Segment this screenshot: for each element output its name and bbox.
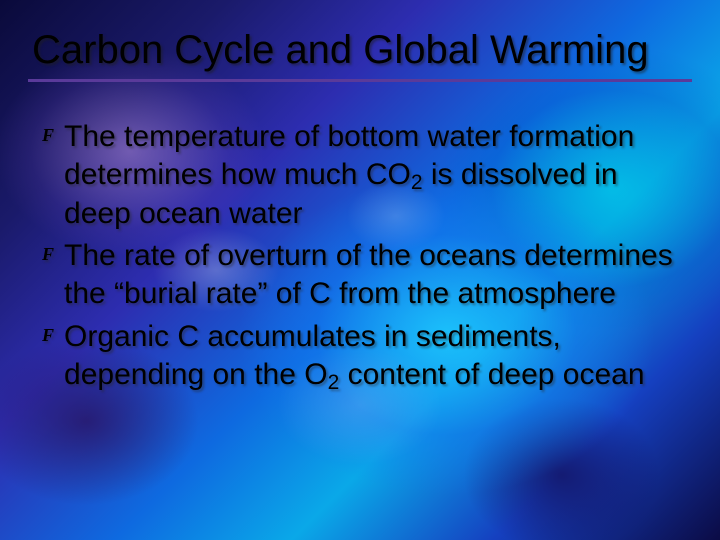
- bullet-marker: F: [42, 124, 54, 147]
- bullet-text: The rate of overturn of the oceans deter…: [64, 237, 692, 314]
- bullet-item: F The temperature of bottom water formati…: [42, 118, 692, 233]
- bullet-text: The temperature of bottom water formatio…: [64, 118, 692, 233]
- slide-container: Carbon Cycle and Global Warming F The tem…: [0, 0, 720, 540]
- bullet-item: F Organic C accumulates in sediments, dep…: [42, 318, 692, 395]
- bullet-marker: F: [42, 243, 54, 266]
- bullet-text-post: content of deep ocean: [339, 358, 644, 391]
- bullet-text-pre: The rate of overturn of the oceans deter…: [64, 239, 673, 310]
- title-underline: Carbon Cycle and Global Warming: [28, 28, 692, 82]
- bullet-text: Organic C accumulates in sediments, depe…: [64, 318, 692, 395]
- bullet-marker: F: [42, 324, 54, 347]
- bullet-text-subscript: 2: [411, 171, 423, 194]
- slide-body: F The temperature of bottom water formati…: [28, 118, 692, 395]
- bullet-text-subscript: 2: [328, 371, 340, 394]
- bullet-item: F The rate of overturn of the oceans dete…: [42, 237, 692, 314]
- slide-title: Carbon Cycle and Global Warming: [32, 28, 688, 73]
